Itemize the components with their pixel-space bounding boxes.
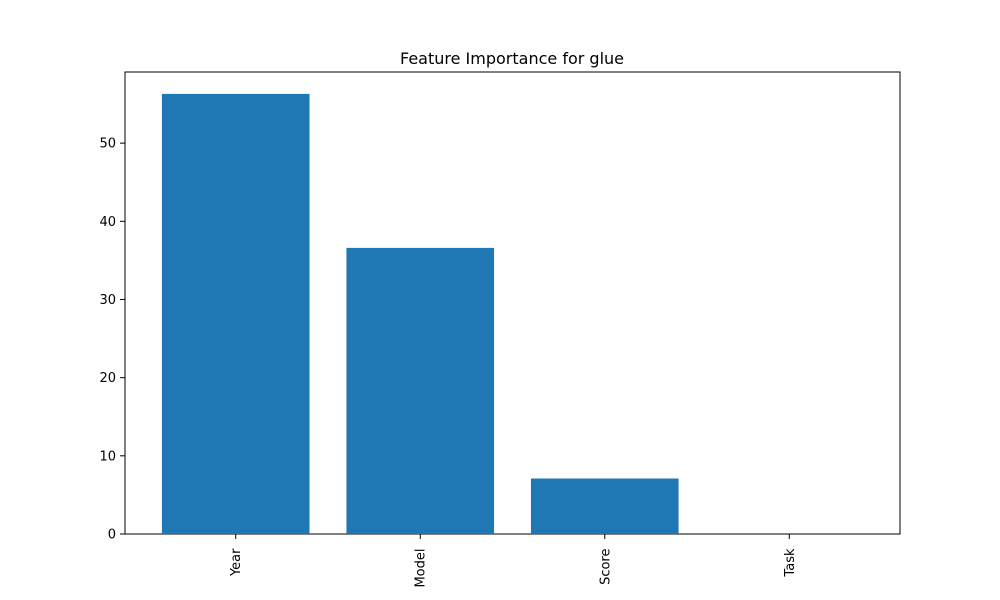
x-tick-label: Score — [598, 549, 613, 585]
x-tick-label: Year — [229, 548, 244, 577]
plot-area: 0 10 20 30 40 50 Year Model Score Task — [99, 71, 901, 588]
y-tick-label: 0 — [108, 528, 116, 543]
y-tick-label: 10 — [99, 449, 116, 464]
chart-title: Feature Importance for glue — [400, 49, 624, 68]
y-tick-label: 20 — [99, 371, 116, 386]
y-tick-label: 30 — [99, 293, 116, 308]
bar-year — [161, 93, 310, 534]
x-tick-label: Task — [783, 548, 798, 578]
bar-score — [530, 478, 679, 534]
x-tick-label: Model — [414, 549, 429, 588]
y-tick-label: 50 — [99, 137, 116, 152]
axes-frame — [124, 71, 901, 535]
y-tick-label: 40 — [99, 215, 116, 230]
bar-model — [346, 247, 495, 535]
